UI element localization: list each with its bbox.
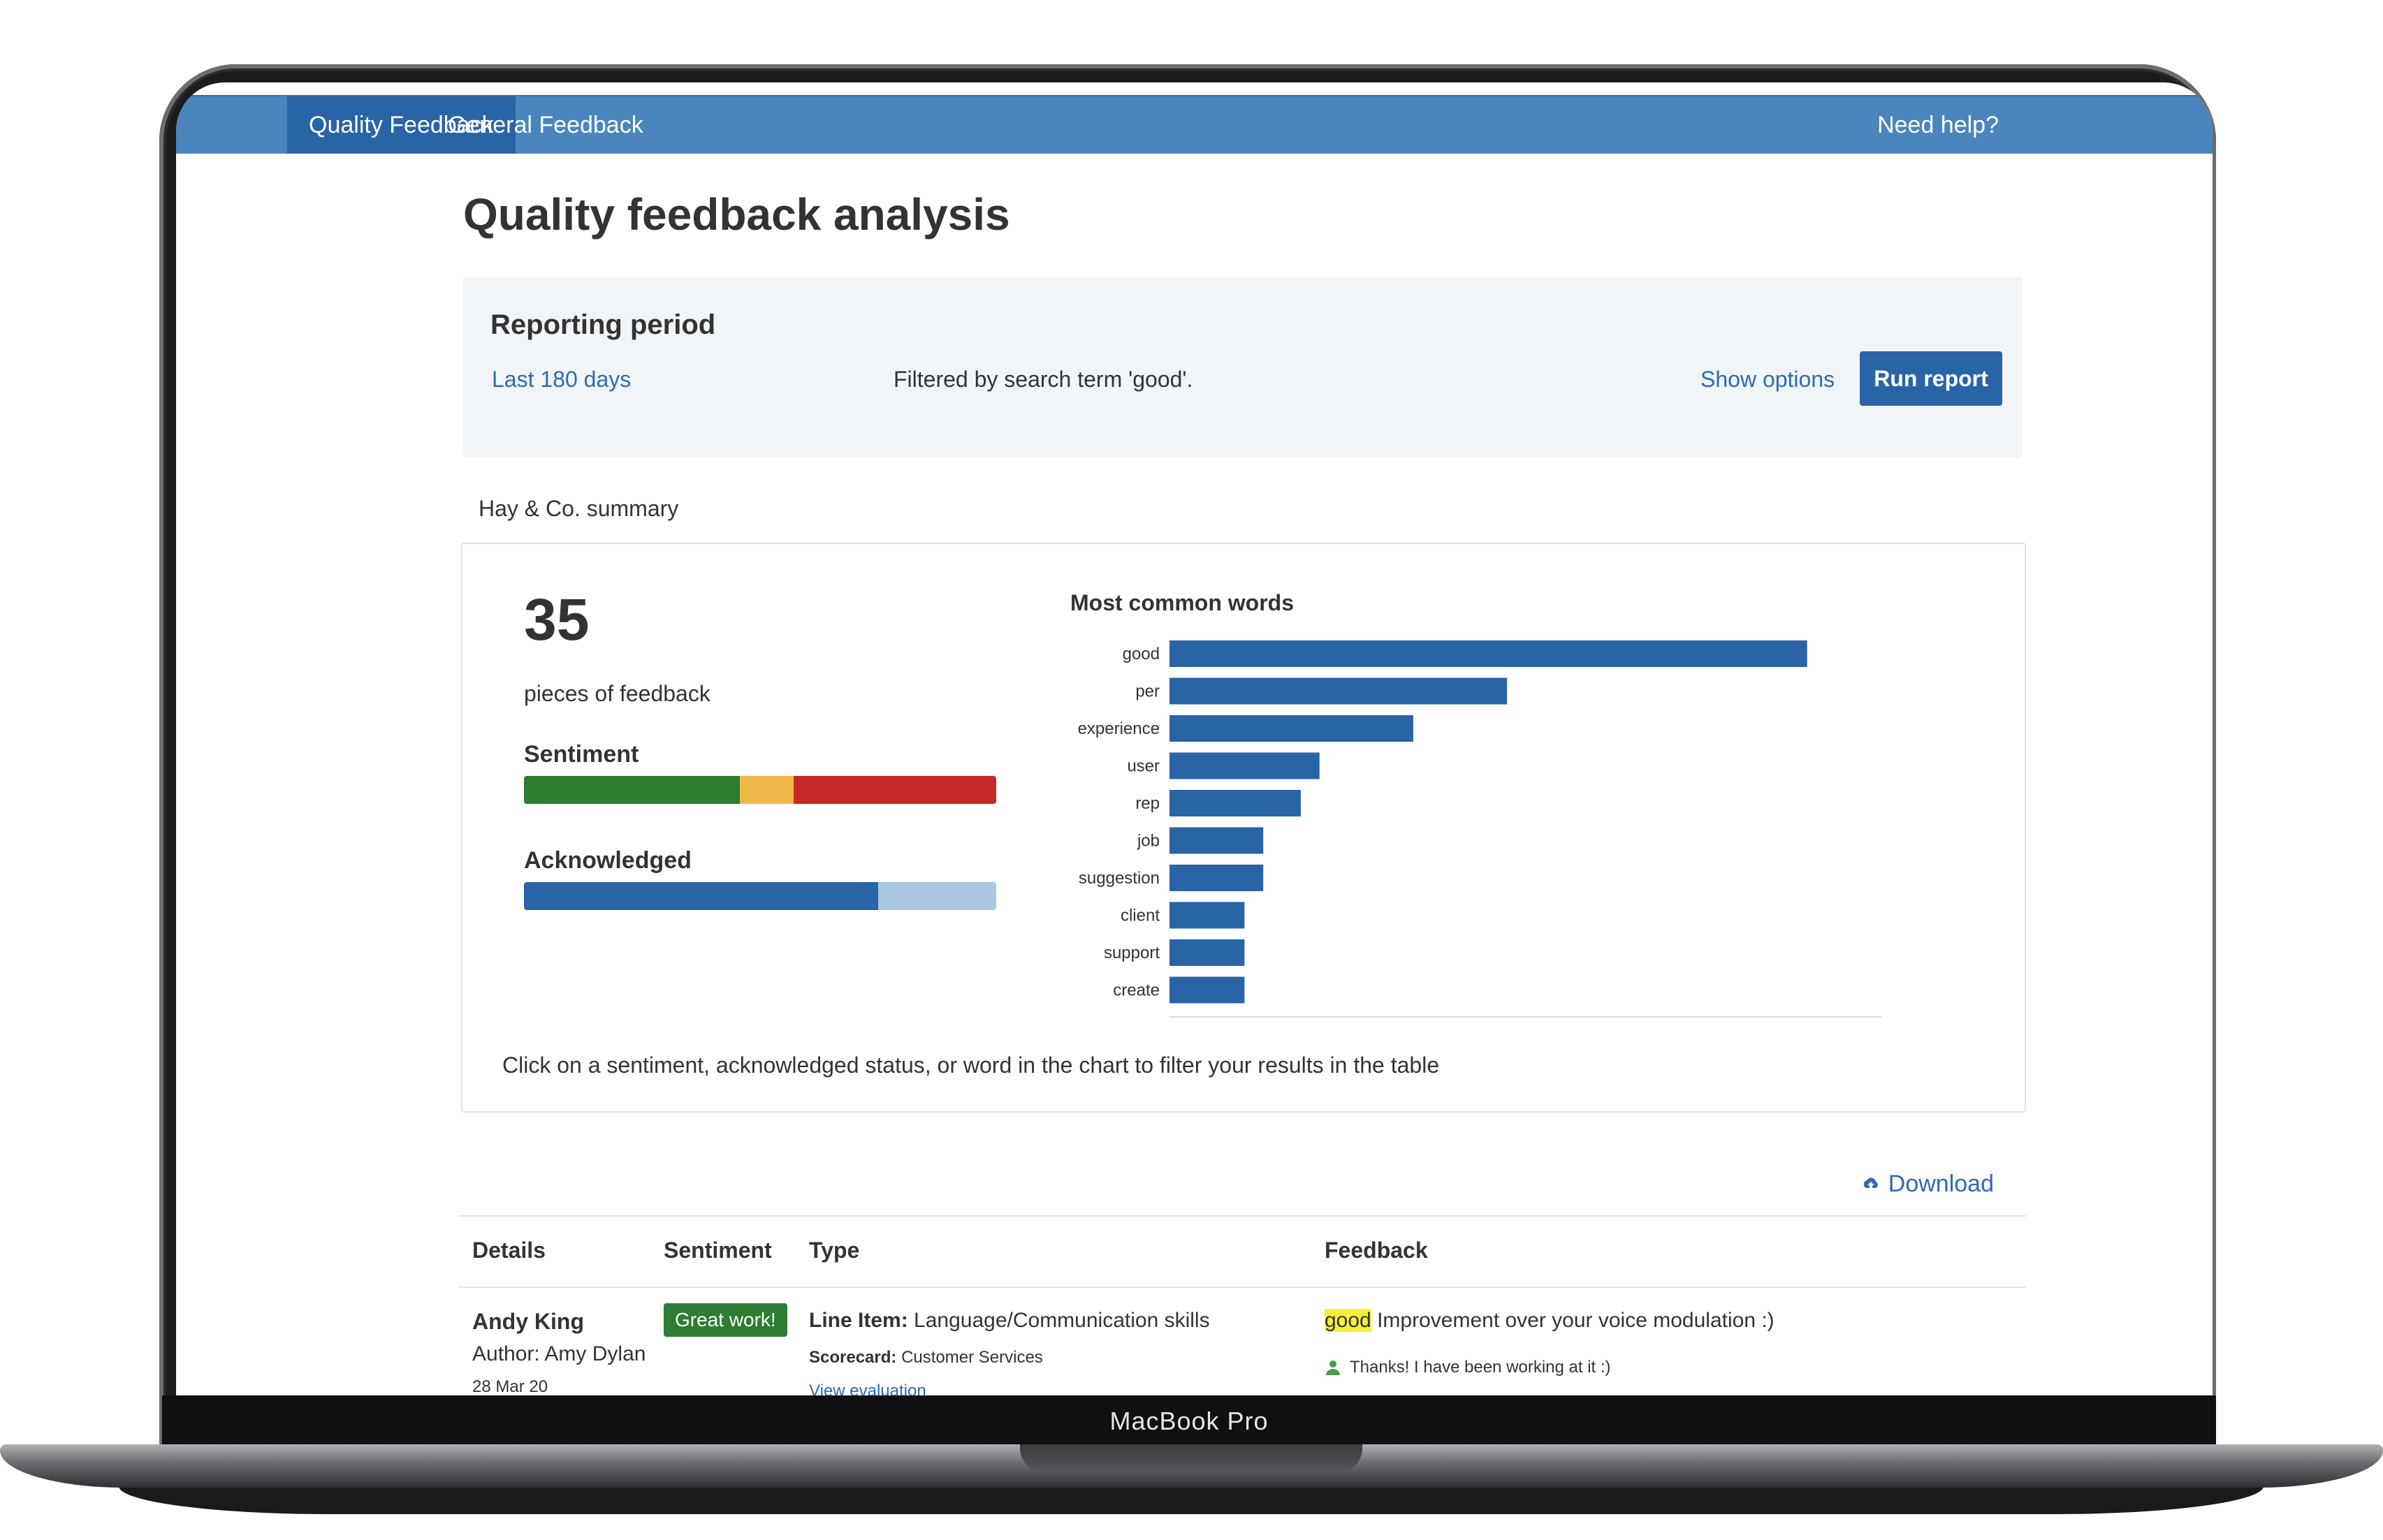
unacknowledged-segment[interactable]: [878, 882, 996, 910]
word-bar-create[interactable]: [1169, 976, 1245, 1004]
word-label-good[interactable]: good: [1123, 645, 1160, 663]
word-label-create[interactable]: create: [1113, 981, 1160, 1000]
column-header-details[interactable]: Details: [472, 1238, 546, 1263]
reporting-period-panel: Reporting period Last 180 days Filtered …: [463, 277, 2023, 457]
feedback-text: good Improvement over your voice modulat…: [1325, 1309, 1775, 1333]
acknowledged-segment[interactable]: [524, 882, 878, 910]
sentiment-positive-segment[interactable]: [524, 776, 740, 804]
tab-general-feedback[interactable]: General Feedback: [448, 112, 643, 138]
page-title: Quality feedback analysis: [463, 189, 1010, 240]
run-report-button[interactable]: Run report: [1860, 351, 2002, 406]
feedback-count: 35: [524, 587, 590, 652]
column-header-sentiment[interactable]: Sentiment: [664, 1238, 772, 1263]
sentiment-label: Sentiment: [524, 741, 639, 768]
user-icon: [1326, 1361, 1340, 1375]
column-header-type[interactable]: Type: [809, 1238, 860, 1263]
word-label-job[interactable]: job: [1137, 832, 1160, 851]
tab-quality-feedback[interactable]: Quality Feedback: [287, 96, 516, 154]
word-bar-good[interactable]: [1169, 640, 1807, 667]
cloud-upload-icon: [1863, 1177, 1878, 1189]
download-link[interactable]: Download: [1862, 1171, 1994, 1198]
sentiment-bar: [524, 776, 996, 804]
filter-description: Filtered by search term 'good'.: [894, 367, 1193, 392]
word-frequency-chart: good per experience user rep job suggestion cli…: [1078, 640, 1882, 1018]
scorecard-label: Scorecard:: [809, 1348, 897, 1367]
word-label-per[interactable]: per: [1135, 682, 1160, 701]
type-line: Line Item: Language/Communication skills: [809, 1309, 1210, 1333]
word-label-suggestion[interactable]: suggestion: [1079, 869, 1160, 888]
feedback-table: Details Sentiment Type Feedback Andy Kin…: [458, 1215, 2026, 1395]
sentiment-badge: Great work!: [664, 1303, 787, 1337]
search-term-highlight: good: [1325, 1309, 1371, 1332]
word-bar-client[interactable]: [1169, 902, 1245, 929]
laptop-base-shadow: [119, 1485, 2264, 1514]
acknowledged-bar: [524, 882, 996, 910]
show-options-link[interactable]: Show options: [1700, 367, 1835, 392]
word-label-experience[interactable]: experience: [1078, 719, 1160, 738]
download-label: Download: [1888, 1171, 1994, 1197]
feedback-count-caption: pieces of feedback: [524, 681, 710, 706]
type-label: Line Item:: [809, 1309, 908, 1332]
author-name: Author: Amy Dylan: [472, 1342, 646, 1365]
word-bar-experience[interactable]: [1169, 715, 1413, 742]
view-evaluation-link[interactable]: View evaluation: [809, 1381, 926, 1395]
laptop-notch: [1020, 1444, 1362, 1472]
word-bar-job[interactable]: [1169, 827, 1264, 854]
table-header: Details Sentiment Type Feedback: [458, 1215, 2026, 1288]
sentiment-neutral-segment[interactable]: [739, 776, 794, 804]
acknowledged-label: Acknowledged: [524, 847, 692, 874]
agent-name: Andy King: [472, 1309, 584, 1334]
word-bar-suggestion[interactable]: [1169, 865, 1264, 891]
period-selector-link[interactable]: Last 180 days: [492, 367, 632, 392]
scorecard-value: Customer Services: [901, 1348, 1043, 1367]
reporting-period-heading: Reporting period: [490, 309, 716, 340]
word-bar-per[interactable]: [1169, 677, 1508, 705]
reply-text: Thanks! I have been working at it :): [1350, 1358, 1611, 1377]
top-navigation-bar: Quality Feedback General Feedback Need h…: [176, 95, 2213, 154]
need-help-link[interactable]: Need help?: [1877, 112, 1999, 138]
word-label-user[interactable]: user: [1127, 757, 1160, 776]
filter-hint: Click on a sentiment, acknowledged statu…: [502, 1053, 1440, 1078]
word-label-support[interactable]: support: [1104, 944, 1160, 962]
laptop-screen: Quality Feedback General Feedback Need h…: [176, 82, 2213, 1395]
word-bar-rep[interactable]: [1169, 790, 1301, 816]
summary-label: Hay & Co. summary: [479, 496, 679, 521]
table-row[interactable]: Andy King Author: Amy Dylan 28 Mar 20 Gr…: [458, 1288, 2026, 1395]
scorecard-line: Scorecard: Customer Services: [809, 1348, 1043, 1367]
word-bar-user[interactable]: [1169, 752, 1320, 779]
type-value: Language/Communication skills: [914, 1309, 1210, 1332]
word-label-client[interactable]: client: [1121, 907, 1160, 925]
feedback-reply: Thanks! I have been working at it :): [1325, 1358, 1611, 1377]
word-label-rep[interactable]: rep: [1135, 794, 1160, 813]
sentiment-negative-segment[interactable]: [793, 776, 996, 804]
feedback-date: 28 Mar 20: [472, 1377, 548, 1395]
chart-title: Most common words: [1070, 590, 1295, 615]
device-label: MacBook Pro: [162, 1395, 2216, 1447]
word-bar-support[interactable]: [1169, 939, 1245, 966]
column-header-feedback[interactable]: Feedback: [1325, 1238, 1428, 1263]
feedback-body: Improvement over your voice modulation :…: [1371, 1309, 1775, 1332]
summary-card: 35 pieces of feedback Sentiment Acknowle…: [461, 543, 2026, 1113]
